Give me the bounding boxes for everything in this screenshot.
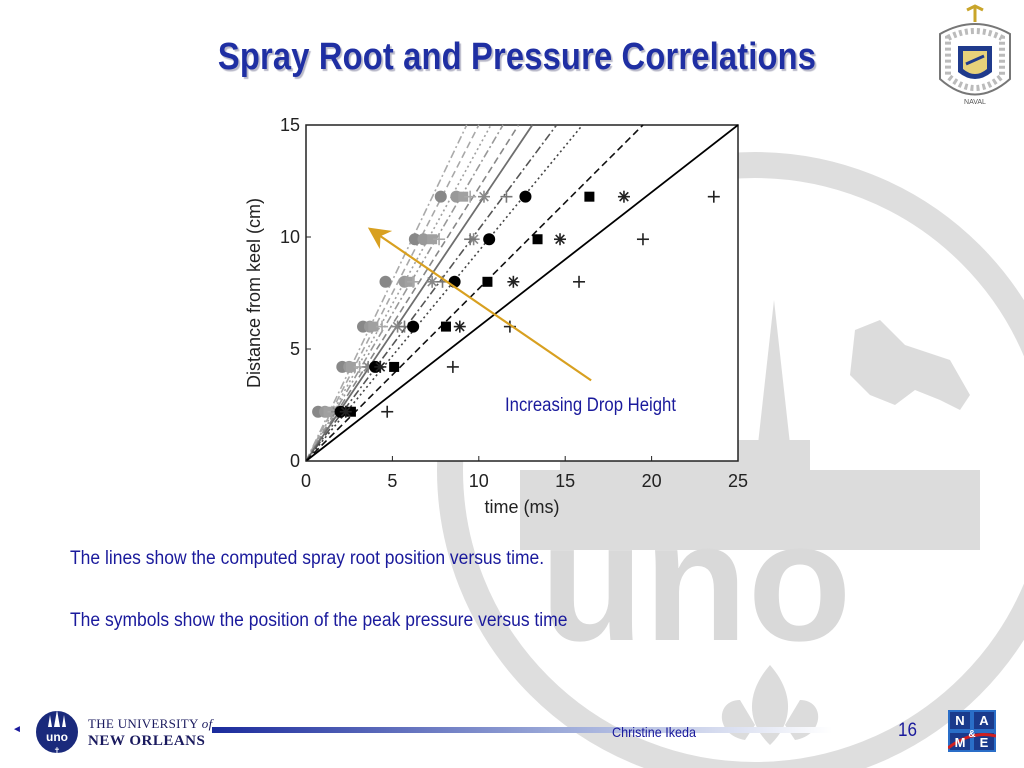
peak-pressure-markers	[312, 190, 720, 418]
y-tick-label: 15	[280, 115, 300, 135]
peak-pressure-plus-s6-p5	[464, 233, 477, 246]
peak-pressure-plus-s6-p6	[500, 190, 513, 203]
university-of: of	[201, 716, 213, 731]
caption-lines: The lines show the computed spray root p…	[70, 548, 545, 569]
peak-pressure-asterisk-s9-p3	[453, 320, 466, 333]
navy-crest-icon: NAVAL	[939, 4, 1011, 106]
peak-pressure-circle-s1-p6	[434, 190, 447, 203]
x-tick-label: 25	[728, 471, 748, 491]
peak-pressure-plus-s10-p6	[707, 190, 720, 203]
university-line1: THE UNIVERSITY	[88, 716, 199, 731]
university-line2: NEW ORLEANS	[88, 733, 206, 749]
author-name: Christine Ikeda	[612, 724, 697, 740]
peak-pressure-asterisk-s5-p6	[477, 190, 490, 203]
peak-pressure-square-s3-p5	[427, 234, 438, 245]
caption-symbols: The symbols show the position of the pea…	[70, 610, 568, 631]
peak-pressure-circle-s1-p5	[408, 233, 421, 246]
y-tick-label: 10	[280, 227, 300, 247]
uno-logo-text: uno	[46, 730, 68, 744]
peak-pressure-asterisk-s9-p6	[617, 190, 630, 203]
slide-title: Spray Root and Pressure Correlations	[217, 36, 817, 78]
peak-pressure-circle-s7-p5	[483, 233, 496, 246]
nam-letter-n: N	[955, 713, 964, 728]
x-tick-label: 5	[387, 471, 397, 491]
peak-pressure-circle-s1-p4	[379, 275, 392, 288]
peak-pressure-asterisk-s9-p1	[339, 405, 352, 418]
peak-pressure-asterisk-s9-p4	[507, 275, 520, 288]
peak-pressure-asterisk-s5-p4	[426, 275, 439, 288]
svg-text:uno: uno	[540, 487, 852, 677]
peak-pressure-circle-s7-p3	[407, 320, 420, 333]
svg-text:✝: ✝	[54, 746, 61, 755]
peak-pressure-asterisk-s9-p2	[374, 360, 387, 373]
peak-pressure-square-s8-p5	[532, 234, 543, 245]
peak-pressure-square-s8-p2	[389, 361, 400, 372]
spray-root-line-7	[305, 124, 558, 462]
spray-root-line-6	[305, 124, 534, 462]
y-tick-label: 5	[290, 339, 300, 359]
nam-letter-m: M	[955, 735, 966, 750]
peak-pressure-asterisk-s9-p5	[554, 233, 567, 246]
peak-pressure-plus-s10-p2	[446, 360, 459, 373]
nam-letter-amp: &	[968, 729, 975, 740]
peak-pressure-plus-s4-p6	[464, 190, 477, 203]
peak-pressure-plus-s4-p3	[376, 320, 389, 333]
y-axis-label: Distance from keel (cm)	[244, 198, 264, 388]
x-axis-label: time (ms)	[485, 497, 560, 517]
peak-pressure-circle-s2-p5	[417, 233, 430, 246]
axis-ticks: 0 5 10 15 20 25 0 5 10 15	[280, 115, 748, 491]
spray-root-line-9	[305, 124, 644, 462]
footer-bar	[212, 727, 832, 733]
peak-pressure-square-s3-p2	[345, 361, 356, 372]
nam-letter-e: E	[980, 735, 989, 750]
x-tick-label: 20	[642, 471, 662, 491]
drop-height-arrow	[367, 227, 592, 382]
nam-letter-a: A	[979, 713, 989, 728]
name-logo-icon: N & A M E	[948, 710, 996, 752]
spray-root-lines	[305, 124, 739, 462]
peak-pressure-plus-s10-p5	[636, 233, 649, 246]
peak-pressure-square-s3-p6	[458, 191, 469, 202]
peak-pressure-square-s8-p3	[440, 321, 451, 332]
x-tick-label: 15	[555, 471, 575, 491]
uno-logo-icon: uno ✝	[34, 709, 80, 755]
peak-pressure-plus-s4-p4	[407, 275, 420, 288]
crest-banner-text: NAVAL	[964, 99, 986, 106]
page-number: 16	[898, 720, 918, 741]
spray-root-line-5	[305, 124, 520, 462]
spray-root-line-1	[305, 124, 468, 462]
x-tick-label: 10	[469, 471, 489, 491]
spray-root-line-10	[305, 124, 739, 462]
drop-height-annotation: Increasing Drop Height	[505, 395, 677, 416]
peak-pressure-square-s3-p3	[368, 321, 379, 332]
spray-root-line-4	[305, 124, 504, 462]
peak-pressure-circle-s7-p6	[519, 190, 532, 203]
y-tick-label: 0	[290, 451, 300, 471]
peak-pressure-plus-s10-p1	[381, 405, 394, 418]
prev-arrow-icon[interactable]: ◄	[12, 724, 22, 735]
peak-pressure-square-s8-p4	[482, 276, 493, 287]
spray-root-line-2	[305, 124, 480, 462]
peak-pressure-plus-s10-p4	[573, 275, 586, 288]
chart: 0 5 10 15 20 25 0 5 10 15 time (ms) Distance from…	[244, 115, 748, 517]
spray-root-line-3	[305, 124, 492, 462]
x-tick-label: 0	[301, 471, 311, 491]
peak-pressure-plus-s4-p5	[433, 233, 446, 246]
university-name: THE UNIVERSITY of NEW ORLEANS	[88, 716, 213, 750]
peak-pressure-square-s8-p6	[584, 191, 595, 202]
